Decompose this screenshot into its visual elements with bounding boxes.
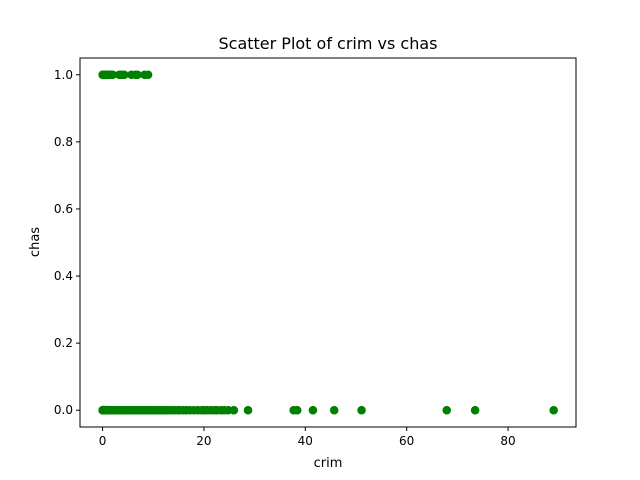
y-tick-label: 0.6	[54, 202, 73, 216]
y-ticks: 0.0 0.2 0.4 0.6 0.8 1.0	[54, 68, 80, 417]
data-point	[108, 70, 117, 80]
y-axis-label: chas	[28, 227, 43, 257]
data-point	[292, 405, 302, 415]
points-layer	[98, 70, 558, 415]
data-point	[308, 405, 318, 415]
x-tick-label: 40	[298, 434, 313, 448]
x-tick-label: 60	[399, 434, 414, 448]
plot-frame	[79, 57, 577, 428]
x-tick-label: 20	[196, 434, 211, 448]
data-point	[470, 405, 480, 415]
data-point	[143, 70, 153, 80]
x-ticks: 0 20 40 60 80	[99, 427, 516, 448]
y-tick-label: 0.0	[54, 403, 73, 417]
x-tick-label: 80	[500, 434, 515, 448]
data-point	[229, 405, 239, 415]
y-tick-label: 1.0	[54, 68, 73, 82]
y-tick-label: 0.8	[54, 135, 73, 149]
data-point	[357, 405, 366, 415]
data-point	[120, 70, 129, 80]
data-point	[243, 405, 253, 415]
data-point	[442, 405, 452, 415]
x-tick-label: 0	[99, 434, 107, 448]
chart-title: Scatter Plot of crim vs chas	[218, 34, 437, 53]
y-tick-label: 0.2	[54, 336, 73, 350]
x-axis-label: crim	[314, 456, 343, 471]
data-point	[133, 70, 142, 80]
data-point	[329, 405, 339, 415]
y-tick-label: 0.4	[54, 269, 73, 283]
data-point	[549, 405, 558, 415]
